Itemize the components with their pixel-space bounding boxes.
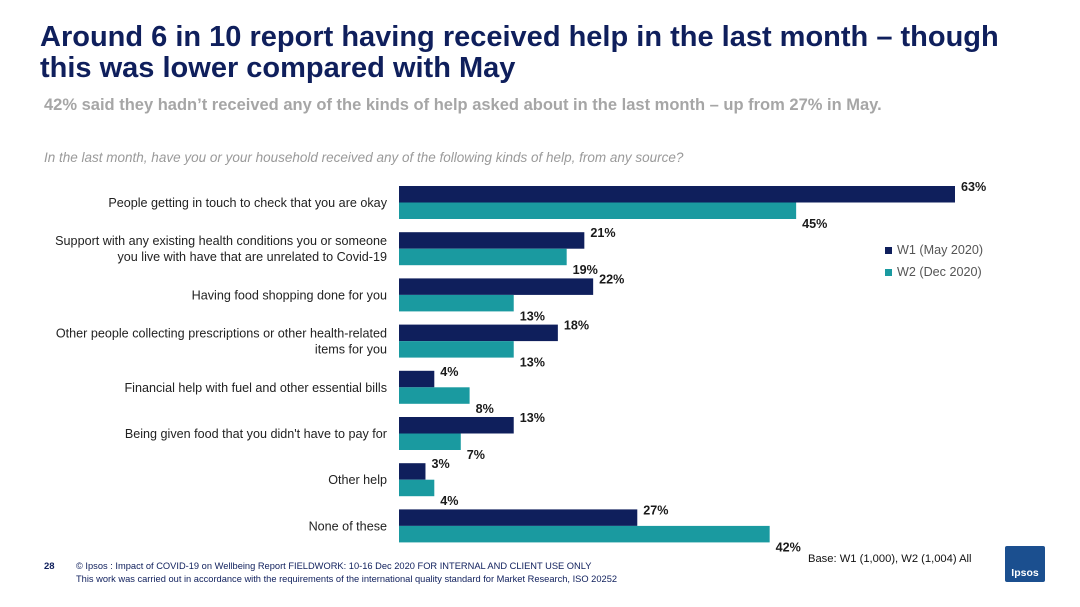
data-label: 13%	[520, 411, 545, 425]
legend-item-w2: W2 (Dec 2020)	[885, 261, 983, 283]
category-label: Financial help with fuel and other essen…	[124, 381, 387, 395]
data-label: 18%	[564, 319, 589, 333]
bar-w2	[399, 387, 470, 404]
category-label: Being given food that you didn't have to…	[125, 427, 387, 441]
legend-swatch-w1	[885, 246, 892, 254]
category-label: Having food shopping done for you	[192, 288, 387, 302]
bar-w1	[399, 232, 585, 249]
bar-w2	[399, 479, 435, 497]
legend-label-w1: W1 (May 2020)	[897, 243, 984, 257]
bar-w1	[399, 509, 638, 526]
data-label: 22%	[599, 272, 624, 286]
page-title: Around 6 in 10 report having received he…	[40, 21, 999, 84]
category-label: People getting in touch to check that yo…	[108, 196, 387, 210]
legend-item-w1: W1 (May 2020)	[885, 239, 983, 261]
bar-w1	[399, 324, 558, 342]
base-note: Base: W1 (1,000), W2 (1,004) All	[808, 553, 972, 565]
bar-w2	[399, 433, 461, 450]
category-label: None of these	[309, 519, 387, 533]
ipsos-logo: Ipsos	[1005, 546, 1045, 582]
data-label: 13%	[520, 356, 545, 370]
data-label: 19%	[573, 263, 598, 277]
bar-w1	[399, 417, 514, 434]
data-label: 63%	[961, 180, 986, 194]
logo-text: Ipsos	[1011, 567, 1039, 579]
bar-w1	[399, 463, 426, 480]
data-label: 45%	[802, 217, 827, 231]
data-label: 4%	[440, 494, 458, 508]
data-label: 27%	[643, 503, 668, 517]
chart-legend: W1 (May 2020) W2 (Dec 2020)	[885, 239, 983, 283]
data-label: 4%	[440, 365, 458, 379]
data-label: 42%	[776, 540, 801, 554]
data-label: 7%	[467, 448, 485, 462]
page-subtitle: 42% said they hadn’t received any of the…	[44, 96, 882, 114]
page-number: 28	[44, 561, 55, 572]
bar-w2	[399, 202, 797, 219]
bar-w2	[399, 341, 514, 358]
category-label: Other help	[328, 473, 387, 487]
data-label: 13%	[520, 309, 545, 323]
category-label: Support with any existing health conditi…	[55, 234, 387, 264]
bar-w2	[399, 525, 770, 543]
survey-question: In the last month, have you or your hous…	[44, 150, 684, 165]
legend-label-w2: W2 (Dec 2020)	[897, 265, 982, 279]
data-label: 8%	[476, 402, 494, 416]
footer-copyright: © Ipsos : Impact of COVID-19 on Wellbein…	[76, 561, 592, 571]
data-label: 21%	[590, 226, 615, 240]
bar-w1	[399, 278, 594, 295]
bar-w1	[399, 370, 435, 388]
footer-standard: This work was carried out in accordance …	[76, 573, 618, 584]
legend-swatch-w2	[885, 268, 892, 276]
bar-w1	[399, 186, 955, 203]
bar-w2	[399, 294, 514, 312]
footer-notes: © Ipsos : Impact of COVID-19 on Wellbein…	[76, 560, 617, 585]
data-label: 3%	[431, 457, 449, 471]
bar-w2	[399, 248, 567, 266]
category-label: Other people collecting prescriptions or…	[56, 327, 387, 357]
